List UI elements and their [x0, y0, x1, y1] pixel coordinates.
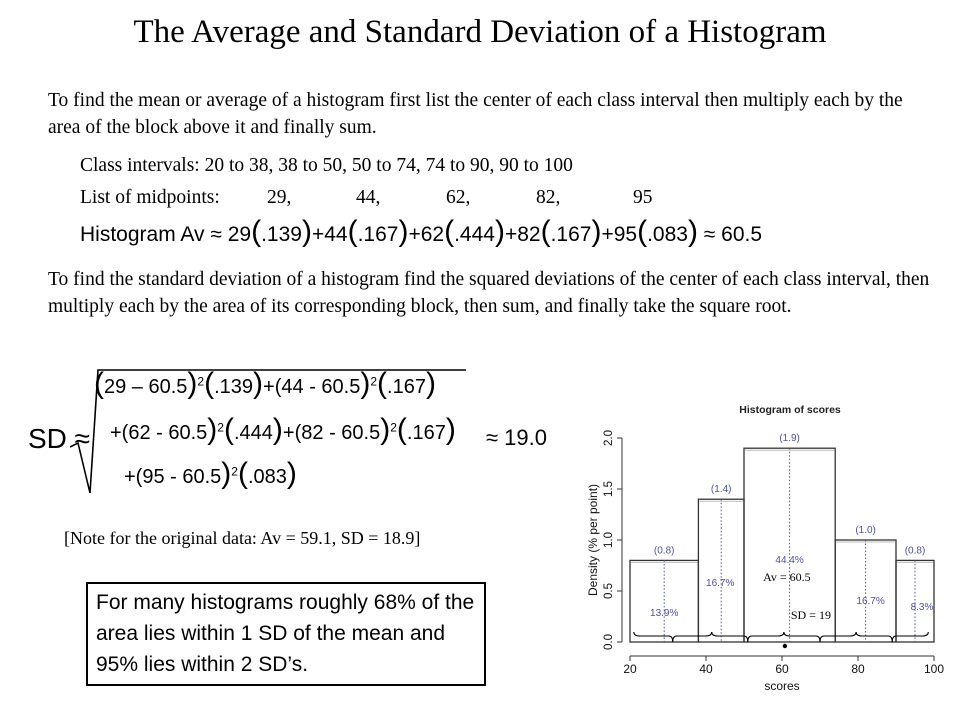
midpoints-label: List of midpoints: — [80, 187, 220, 208]
formula-term-area: .083 — [647, 223, 688, 246]
sd-term-area: .167 — [406, 422, 446, 444]
formula-term-midpoint: +62 — [408, 223, 445, 246]
x-tick-label: 20 — [623, 662, 637, 676]
bar-density-label: (1.4) — [711, 484, 732, 495]
x-tick-label: 60 — [775, 662, 789, 676]
sd-formula-result: ≈ 19.0 — [486, 425, 548, 450]
midpoints-line: List of midpoints: 29, 44, 62, 82, 95 — [80, 187, 680, 213]
x-tick-label: 40 — [699, 662, 713, 676]
class-intervals-line: Class intervals: 20 to 38, 38 to 50, 50 … — [80, 155, 573, 177]
bar-density-label: (1.0) — [855, 525, 876, 536]
midpoint-value: 95 — [633, 187, 653, 208]
original-data-note: [Note for the original data: Av = 59.1, … — [64, 528, 421, 548]
formula-term-midpoint: +82 — [504, 223, 541, 246]
bar-percent-label: 44.4% — [775, 555, 803, 566]
midpoint-value: 44, — [356, 187, 381, 208]
average-formula-label: Histogram Av ≈ — [80, 223, 222, 246]
page-title: The Average and Standard Deviation of a … — [133, 14, 827, 50]
formula-term-midpoint: 29 — [227, 223, 252, 246]
midpoint-value: 62, — [446, 187, 471, 208]
sd-term-area: .167 — [387, 376, 426, 398]
sd-term-deviation: +(82 - 60.5 — [282, 422, 381, 444]
bar-density-label: (0.8) — [654, 545, 675, 556]
histogram-bar — [629, 559, 700, 643]
sd-term-deviation: 29 – 60.5 — [104, 376, 188, 398]
sd-intro-paragraph: To find the standard deviation of a hist… — [48, 269, 930, 317]
sd-term-area: .139 — [214, 376, 254, 398]
square-root-sign-icon — [70, 369, 466, 494]
sd-term-deviation: +(95 - 60.5 — [124, 466, 222, 488]
midpoint-value: 82, — [536, 187, 561, 208]
formula-term-area: .444 — [454, 223, 495, 246]
bar-percent-label: 8.3% — [911, 602, 934, 613]
average-annotation: Av = 60.5 — [763, 570, 811, 584]
bar-percent-label: 13.9% — [650, 608, 678, 619]
class-intervals-values: 20 to 38, 38 to 50, 50 to 74, 74 to 90, … — [204, 155, 573, 176]
formula-term-midpoint: +95 — [601, 223, 638, 246]
sd-term-exponent: 2 — [370, 374, 378, 389]
formula-term-midpoint: +44 — [311, 223, 348, 246]
sd-term-exponent: 2 — [390, 420, 397, 435]
sd-term-area: .444 — [233, 422, 273, 444]
y-tick-label: 1.5 — [603, 481, 615, 497]
empirical-rule-box: For many histograms roughly 68% of the a… — [86, 582, 486, 686]
sd-brace-right-2 — [855, 631, 929, 643]
sd-brace-left-1 — [711, 631, 785, 643]
y-tick-label: 0.0 — [603, 634, 615, 650]
sd-term-area: .083 — [247, 466, 287, 488]
histogram-chart: Histogram of scores (0.8) (1.4) (1.9) (1.0) (… — [586, 404, 944, 693]
sd-formula-line-2: +(62 - 60.5)2(.444)+(82 - 60.5)2(.167) — [110, 413, 456, 446]
formula-term-area: .167 — [550, 223, 592, 246]
formula-term-area: .167 — [357, 223, 399, 246]
sd-term-exponent: 2 — [231, 464, 238, 479]
formula-term-area: .139 — [261, 223, 302, 246]
y-tick-label: 1.0 — [603, 532, 615, 548]
y-tick-label: 2.0 — [603, 430, 615, 446]
average-formula-result: ≈ 60.5 — [703, 223, 763, 246]
sd-term-exponent: 2 — [217, 420, 224, 435]
x-tick-label: 100 — [924, 662, 944, 676]
y-tick-label: 0.5 — [603, 583, 615, 599]
x-axis-label: scores — [764, 679, 799, 693]
sd-formula-line-3: +(95 - 60.5)2(.083) — [124, 457, 297, 490]
sd-term-deviation: +(44 - 60.5 — [263, 376, 361, 398]
bar-percent-label: 16.7% — [856, 596, 884, 607]
sd-annotation: SD = 19 — [791, 608, 831, 622]
average-formula: Histogram Av ≈ 29(.139)+44(.167)+62(.444… — [80, 215, 763, 248]
sd-brace-left-2 — [633, 631, 713, 643]
class-intervals-label: Class intervals: — [80, 155, 200, 176]
sd-term-deviation: +(62 - 60.5 — [110, 422, 208, 444]
sd-brace-right-1 — [783, 631, 857, 643]
average-point-marker — [782, 643, 788, 649]
chart-title: Histogram of scores — [739, 404, 841, 416]
bar-percent-label: 16.7% — [706, 578, 734, 589]
midpoint-value: 29, — [267, 187, 292, 208]
bar-density-label: (1.9) — [779, 433, 800, 444]
sd-term-exponent: 2 — [197, 374, 205, 389]
mean-intro-paragraph: To find the mean or average of a histogr… — [48, 90, 903, 138]
bar-density-label: (0.8) — [905, 545, 926, 556]
y-axis-label: Density (% per point) — [586, 484, 600, 596]
x-tick-label: 80 — [851, 662, 865, 676]
sd-formula-line-1: (29 – 60.5)2(.139)+(44 - 60.5)2(.167) — [94, 367, 436, 400]
